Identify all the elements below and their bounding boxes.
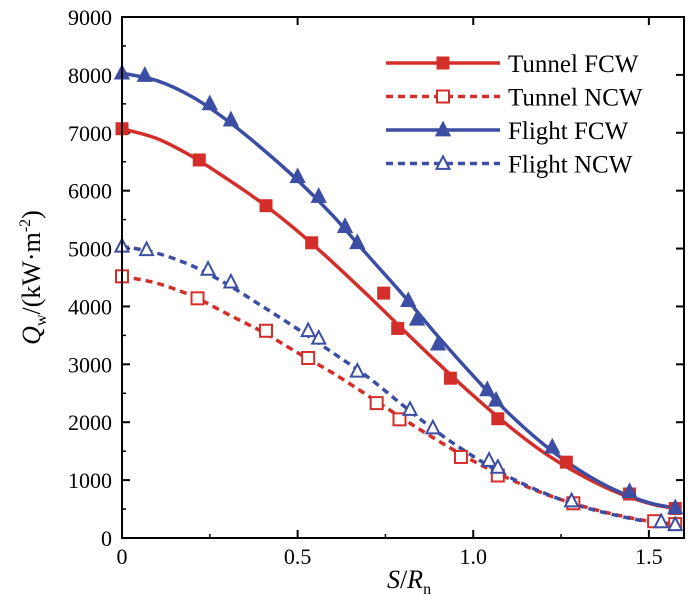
data-point-flight-ncw	[199, 260, 217, 276]
y-tick-label: 3000	[68, 352, 112, 377]
data-point-flight-ncw	[300, 321, 317, 338]
y-tick-label: 2000	[68, 410, 112, 435]
legend-label-tunnel-ncw: Tunnel NCW	[508, 85, 643, 112]
data-point-tunnel-ncw	[453, 449, 468, 464]
y-axis-title: Qw/(kW·m-2)	[17, 210, 50, 345]
x-tick-label: 1.5	[635, 544, 663, 569]
data-point-flight-ncw	[222, 272, 240, 289]
data-point-tunnel-fcw	[559, 455, 573, 469]
tick-labels: 0 1000 2000 3000 4000 5000 6000 7000 8000 9000 0 0.…	[68, 5, 663, 569]
data-point-tunnel-ncw	[301, 350, 316, 365]
data-point-flight-ncw	[349, 361, 366, 378]
data-point-flight-fcw	[408, 309, 426, 326]
data-point-flight-fcw	[349, 233, 366, 250]
legend-label-flight-fcw: Flight FCW	[508, 118, 629, 145]
data-point-tunnel-fcw	[443, 371, 457, 385]
marker-layer	[113, 63, 684, 532]
plot-frame	[121, 16, 685, 539]
legend-marker-flight-fcw	[434, 120, 452, 137]
data-point-tunnel-fcw	[391, 321, 405, 335]
data-point-flight-ncw	[138, 240, 155, 257]
legend-label-tunnel-fcw: Tunnel FCW	[508, 51, 639, 78]
y-tick-label: 7000	[68, 121, 112, 146]
legend-marker-tunnel-fcw	[436, 56, 450, 70]
x-tick-label: 1.0	[460, 544, 488, 569]
data-point-flight-fcw	[136, 66, 153, 82]
data-point-flight-fcw	[544, 437, 561, 454]
data-point-flight-fcw	[621, 482, 638, 499]
data-point-flight-ncw	[310, 328, 327, 345]
legend-label-flight-ncw: Flight NCW	[508, 152, 633, 179]
data-point-flight-ncw	[563, 491, 580, 508]
data-point-tunnel-ncw	[392, 412, 407, 427]
data-point-flight-ncw	[489, 457, 506, 474]
data-point-flight-ncw	[653, 512, 670, 529]
x-tick-label: 0	[117, 544, 128, 569]
data-point-tunnel-fcw	[192, 153, 206, 167]
tick-marks	[121, 16, 684, 539]
y-tick-label: 8000	[68, 63, 112, 88]
data-point-flight-ncw	[667, 515, 684, 532]
data-point-tunnel-fcw	[491, 412, 505, 426]
data-point-tunnel-ncw	[259, 323, 274, 338]
series-line-flight-fcw	[121, 71, 676, 510]
data-point-flight-fcw	[487, 390, 505, 407]
data-point-flight-fcw	[400, 291, 417, 308]
y-tick-label: 9000	[68, 5, 112, 30]
data-point-flight-fcw	[310, 187, 327, 203]
y-tick-label: 6000	[68, 179, 112, 204]
y-tick-label: 0	[101, 526, 112, 551]
data-point-flight-fcw	[667, 498, 684, 515]
data-point-flight-fcw	[336, 217, 354, 233]
data-point-tunnel-fcw	[377, 286, 391, 300]
data-point-flight-fcw	[289, 167, 306, 184]
data-point-flight-ncw	[480, 451, 498, 467]
data-point-tunnel-fcw	[259, 199, 273, 213]
data-point-flight-fcw	[429, 334, 447, 351]
series-line-tunnel-ncw	[121, 274, 676, 526]
data-point-tunnel-ncw	[190, 291, 205, 306]
y-tick-label: 1000	[68, 468, 112, 493]
series-line-flight-ncw	[121, 244, 676, 527]
x-axis-title: S/Rn	[387, 565, 431, 598]
data-point-flight-fcw	[222, 110, 240, 127]
data-point-flight-ncw	[424, 418, 441, 435]
legend-marker-tunnel-ncw	[436, 89, 450, 104]
x-tick-label: 0.5	[284, 544, 312, 569]
data-point-tunnel-ncw	[369, 396, 384, 411]
series-line-tunnel-fcw	[121, 127, 676, 511]
data-point-tunnel-fcw	[305, 236, 319, 250]
y-tick-label: 4000	[68, 294, 112, 319]
legend: Tunnel FCW Tunnel NCW Flight FCW Flight NCW	[386, 51, 643, 179]
axis-titles: S/Rn Qw/(kW·m-2)	[17, 210, 431, 598]
y-tick-label: 5000	[68, 237, 112, 262]
data-point-flight-fcw	[479, 380, 496, 397]
data-point-flight-fcw	[201, 94, 218, 111]
data-point-flight-ncw	[401, 400, 419, 416]
legend-marker-flight-ncw	[434, 154, 452, 170]
